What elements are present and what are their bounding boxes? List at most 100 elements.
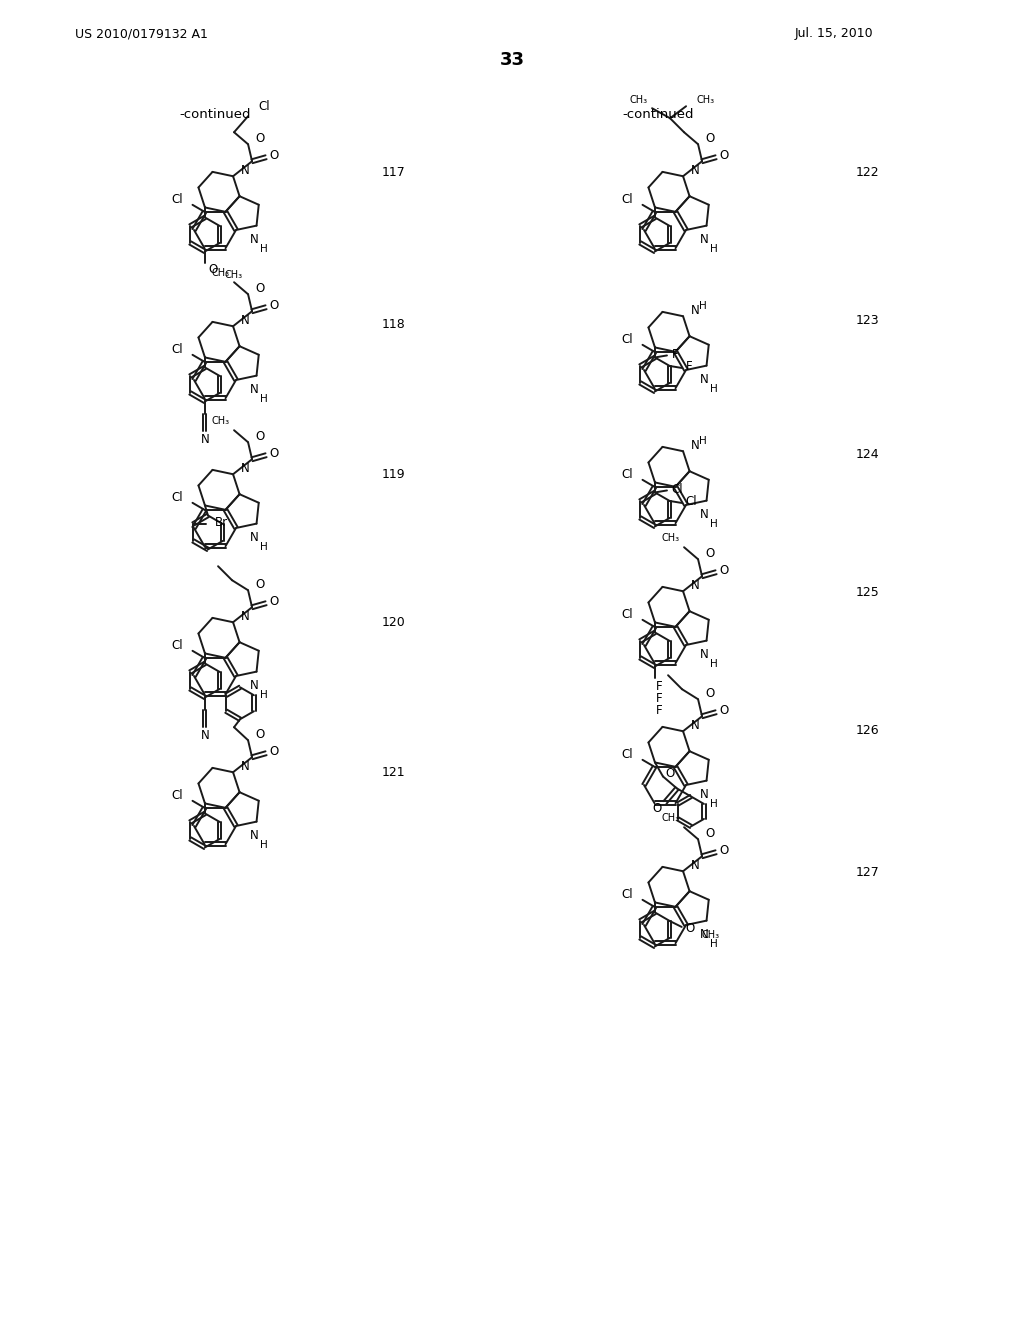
Text: O: O (269, 744, 279, 758)
Text: -continued: -continued (179, 108, 251, 121)
Text: Cl: Cl (686, 495, 697, 508)
Text: F: F (672, 348, 678, 360)
Text: O: O (208, 263, 217, 276)
Text: O: O (720, 704, 729, 717)
Text: O: O (269, 595, 279, 607)
Text: Cl: Cl (171, 789, 182, 803)
Text: N: N (700, 234, 709, 246)
Text: N: N (700, 928, 709, 941)
Text: 123: 123 (856, 314, 880, 326)
Text: Cl: Cl (621, 193, 633, 206)
Text: H: H (710, 519, 718, 528)
Text: 121: 121 (382, 767, 406, 780)
Text: F: F (686, 360, 693, 374)
Text: 118: 118 (382, 318, 406, 331)
Text: O: O (706, 686, 715, 700)
Text: O: O (666, 767, 675, 780)
Text: H: H (710, 799, 718, 809)
Text: CH₃: CH₃ (630, 95, 648, 106)
Text: Cl: Cl (171, 639, 182, 652)
Text: Cl: Cl (171, 491, 182, 504)
Text: N: N (250, 383, 259, 396)
Text: O: O (255, 430, 264, 442)
Text: O: O (720, 564, 729, 577)
Text: N: N (691, 718, 699, 731)
Text: CH₃: CH₃ (696, 95, 714, 106)
Text: CH₃: CH₃ (212, 416, 230, 426)
Text: Cl: Cl (671, 483, 683, 496)
Text: N: N (241, 610, 250, 623)
Text: O: O (706, 826, 715, 840)
Text: N: N (691, 859, 699, 871)
Text: N: N (700, 648, 709, 661)
Text: 126: 126 (856, 723, 880, 737)
Text: Cl: Cl (171, 193, 182, 206)
Text: O: O (720, 149, 729, 162)
Text: H: H (699, 436, 707, 446)
Text: O: O (269, 149, 279, 162)
Text: O: O (652, 803, 662, 814)
Text: Cl: Cl (621, 888, 633, 902)
Text: O: O (720, 843, 729, 857)
Text: 120: 120 (382, 616, 406, 630)
Text: CH₃: CH₃ (225, 271, 243, 280)
Text: CH₃: CH₃ (662, 813, 680, 824)
Text: H: H (710, 659, 718, 669)
Text: 122: 122 (856, 165, 880, 178)
Text: N: N (241, 462, 250, 475)
Text: N: N (700, 788, 709, 801)
Text: N: N (691, 438, 699, 451)
Text: O: O (706, 132, 715, 145)
Text: O: O (706, 546, 715, 560)
Text: N: N (691, 304, 699, 317)
Text: H: H (699, 301, 707, 312)
Text: N: N (700, 508, 709, 521)
Text: N: N (250, 829, 259, 842)
Text: Cl: Cl (621, 469, 633, 482)
Text: CH₃: CH₃ (662, 533, 680, 544)
Text: Jul. 15, 2010: Jul. 15, 2010 (795, 28, 873, 41)
Text: 127: 127 (856, 866, 880, 879)
Text: 33: 33 (500, 51, 524, 69)
Text: 124: 124 (856, 449, 880, 462)
Text: Cl: Cl (621, 334, 633, 346)
Text: H: H (260, 393, 267, 404)
Text: F: F (655, 704, 663, 717)
Text: H: H (260, 244, 267, 253)
Text: Cl: Cl (258, 100, 269, 112)
Text: H: H (710, 939, 718, 949)
Text: CH₃: CH₃ (212, 268, 230, 279)
Text: O: O (685, 923, 694, 936)
Text: H: H (260, 689, 267, 700)
Text: Br: Br (215, 516, 228, 529)
Text: O: O (255, 578, 264, 591)
Text: F: F (655, 692, 663, 705)
Text: Cl: Cl (621, 609, 633, 622)
Text: N: N (250, 678, 259, 692)
Text: O: O (269, 298, 279, 312)
Text: F: F (655, 680, 663, 693)
Text: CH₃: CH₃ (701, 931, 720, 940)
Text: O: O (255, 727, 264, 741)
Text: N: N (241, 164, 250, 177)
Text: Cl: Cl (171, 343, 182, 356)
Text: N: N (250, 531, 259, 544)
Text: US 2010/0179132 A1: US 2010/0179132 A1 (75, 28, 208, 41)
Text: N: N (250, 234, 259, 246)
Text: 125: 125 (856, 586, 880, 598)
Text: N: N (201, 433, 209, 446)
Text: Cl: Cl (621, 748, 633, 762)
Text: N: N (700, 374, 709, 387)
Text: H: H (260, 840, 267, 850)
Text: N: N (691, 578, 699, 591)
Text: O: O (255, 132, 264, 145)
Text: N: N (201, 729, 209, 742)
Text: O: O (269, 446, 279, 459)
Text: -continued: -continued (623, 108, 693, 121)
Text: H: H (710, 384, 718, 393)
Text: 119: 119 (382, 469, 406, 482)
Text: O: O (255, 281, 264, 294)
Text: N: N (691, 164, 699, 177)
Text: H: H (710, 244, 718, 253)
Text: N: N (241, 760, 250, 772)
